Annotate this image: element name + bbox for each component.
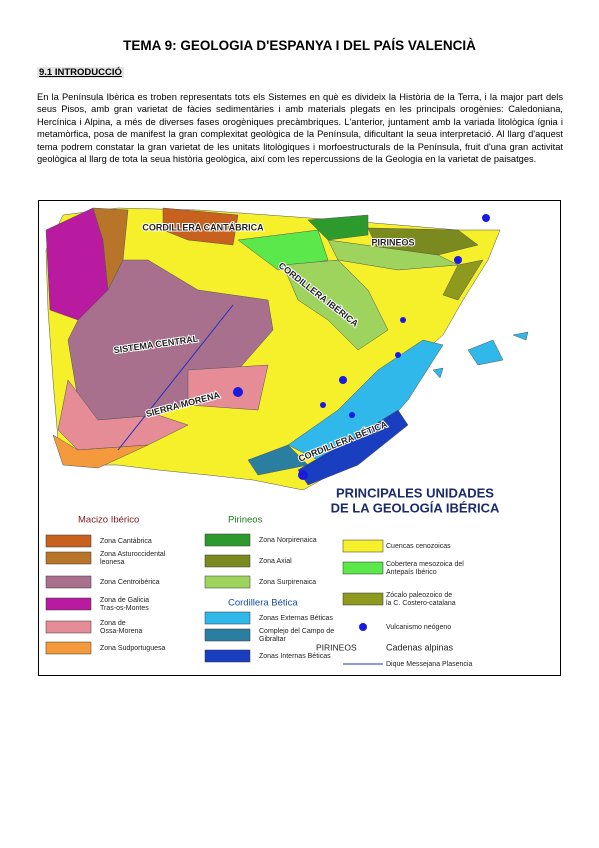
legend-swatch — [45, 620, 92, 634]
map-label: CORDILLERA CANTÁBRICA — [142, 222, 264, 232]
legend-swatch — [45, 641, 92, 655]
legend-label: Zonas Internas Béticas — [259, 653, 331, 660]
legend-swatch — [204, 533, 251, 547]
legend-swatch — [204, 575, 251, 589]
legend-group-title: Cordillera Bética — [228, 598, 298, 609]
legend-swatch — [342, 561, 384, 575]
legend-swatch — [204, 611, 251, 625]
legend-label: Complejo del Campo de — [259, 628, 334, 635]
legend-label: Antepaís Ibérico — [386, 569, 437, 576]
legend-label: Cobertera mesozoica del — [386, 561, 464, 568]
figure-title: DE LA GEOLOGÍA IBÉRICA — [331, 500, 500, 515]
legend-label: Zona Axial — [259, 558, 292, 565]
map — [45, 207, 529, 491]
legend-swatch — [45, 597, 92, 611]
legend-label: Zona Asturoccidental — [100, 551, 166, 558]
legend-label: Gibraltar — [259, 636, 287, 643]
legend-label: Zona Surpirenaica — [259, 579, 316, 586]
legend-swatch — [204, 554, 251, 568]
legend-label: Dique Messejana Plasencia — [386, 661, 472, 668]
legend-swatch — [204, 628, 251, 642]
legend-label: Ossa-Morena — [100, 628, 143, 635]
legend-label: Vulcanismo neógeno — [386, 624, 451, 631]
legend-label: Zona de Galicia — [100, 597, 149, 604]
legend-dot — [359, 623, 367, 631]
legend-group-title: Macizo Ibérico — [78, 515, 139, 526]
legend-label: Zona Cantábrica — [100, 538, 152, 545]
legend-swatch — [45, 575, 92, 589]
legend-label: Zona Centroibérica — [100, 579, 160, 586]
figure: CORDILLERA CANTÁBRICA PIRINEOS CORDILLER… — [38, 200, 561, 676]
figure-title: PRINCIPALES UNIDADES — [336, 485, 494, 500]
title: TEMA 9: GEOLOGIA D'ESPANYA I DEL PAÍS VA… — [123, 38, 476, 53]
legend-label: Cuencas cenozoicas — [386, 543, 451, 550]
legend: Macizo Ibérico Zona Cantábrica Zona Asturo… — [45, 515, 472, 668]
legend-label: la C. Costero-catalana — [386, 600, 456, 607]
legend-swatch — [342, 592, 384, 606]
legend-label: Tras-os-Montes — [100, 605, 149, 612]
legend-swatch — [45, 534, 92, 548]
paragraph: En la Península Ibèrica es troben repres… — [37, 92, 563, 165]
legend-label: Zona de — [100, 620, 126, 627]
legend-label: leonesa — [100, 559, 125, 566]
legend-swatch — [204, 649, 251, 663]
section-heading: 9.1 INTRODUCCIÓ — [37, 67, 124, 78]
legend-label: Zona Sudportuguesa — [100, 645, 165, 652]
map-label: PIRINEOS — [371, 237, 414, 247]
legend-swatch — [45, 551, 92, 565]
legend-label: Zócalo paleozoico de — [386, 592, 452, 599]
legend-swatch — [342, 539, 384, 553]
legend-label: Cadenas alpinas — [386, 642, 454, 652]
legend-group-title: Pirineos — [228, 515, 263, 526]
legend-label: Zona Norpirenaica — [259, 537, 317, 544]
legend-label: Zonas Externas Béticas — [259, 615, 333, 622]
legend-sample: PIRINEOS — [316, 642, 357, 652]
